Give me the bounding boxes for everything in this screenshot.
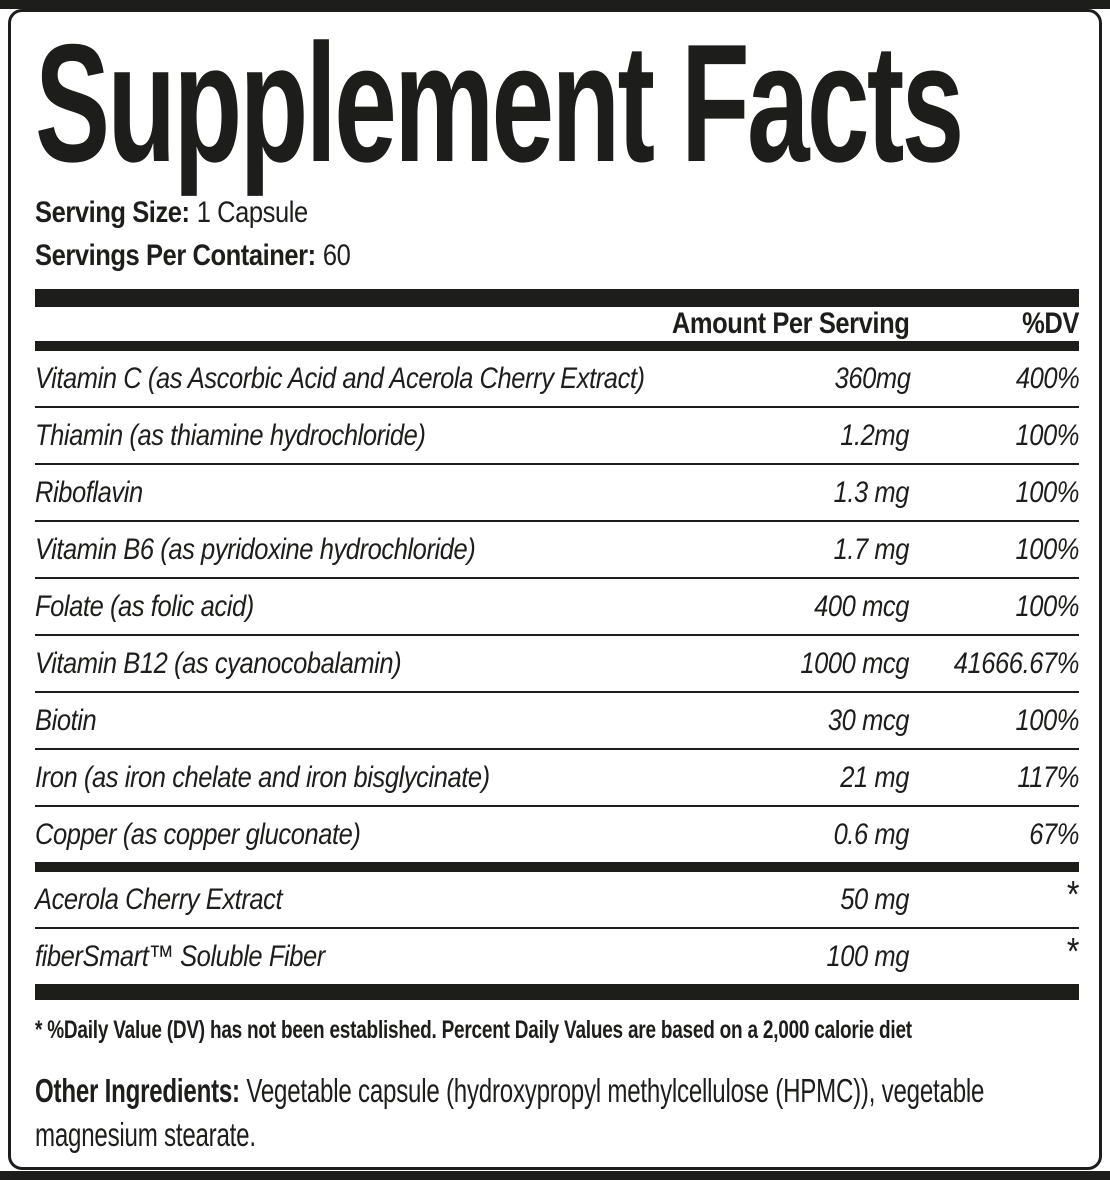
servings-per-container-label: Servings Per Container:: [35, 238, 316, 272]
nutrient-row: Acerola Cherry Extract 50 mg *: [35, 872, 1080, 930]
nutrient-name: Copper (as copper gluconate): [35, 817, 361, 851]
nutrient-amount: 50 mg: [840, 882, 909, 916]
nutrient-table: Vitamin C (as Ascorbic Acid and Acerola …: [35, 351, 1079, 984]
nutrient-row: Iron (as iron chelate and iron bisglycin…: [35, 750, 1079, 808]
nutrient-amount: 100 mg: [826, 939, 909, 973]
section-divider-bar: [35, 862, 1079, 873]
nutrient-amount: 1000 mcg: [800, 646, 909, 680]
other-ingredients-label: Other Ingredients:: [35, 1072, 240, 1110]
panel-title: Supplement Facts: [35, 9, 964, 197]
other-ingredients: Other Ingredients: Vegetable capsule (hy…: [35, 1069, 1072, 1156]
amount-per-serving-header: Amount Per Serving: [671, 307, 910, 341]
nutrient-name: Iron (as iron chelate and iron bisglycin…: [35, 760, 490, 794]
nutrient-name: Vitamin B6 (as pyridoxine hydrochloride): [35, 532, 476, 566]
servings-per-container-value: 60: [322, 238, 351, 272]
nutrient-dv: 100%: [1015, 418, 1079, 452]
serving-size-value: 1 Capsule: [196, 196, 308, 229]
nutrient-row: Thiamin (as thiamine hydrochloride) 1.2mg…: [35, 408, 1079, 466]
nutrient-row: Vitamin B6 (as pyridoxine hydrochloride)…: [35, 522, 1079, 580]
nutrient-row: Riboflavin 1.3 mg 100%: [35, 465, 1079, 523]
nutrient-dv: 100%: [1015, 703, 1079, 737]
nutrient-dv: 400%: [1015, 361, 1079, 395]
nutrient-row: Vitamin C (as Ascorbic Acid and Acerola …: [35, 351, 1079, 409]
nutrient-dv: 100%: [1015, 475, 1079, 509]
nutrient-dv: 100%: [1015, 589, 1079, 623]
top-black-strip: [0, 0, 1110, 9]
percent-dv-header: %DV: [1022, 307, 1079, 341]
nutrient-row: Copper (as copper gluconate) 0.6 mg 67%: [35, 807, 1079, 862]
nutrient-row: Biotin 30 mcg 100%: [35, 693, 1079, 751]
serving-info: Serving Size: 1 Capsule Servings Per Con…: [35, 192, 922, 277]
nutrient-amount: 360mg: [834, 361, 911, 395]
serving-size-label: Serving Size:: [35, 196, 190, 229]
servings-per-container-line: Servings Per Container: 60: [35, 235, 922, 278]
daily-value-footnote: * %Daily Value (DV) has not been establi…: [35, 1016, 912, 1045]
nutrient-amount: 30 mcg: [827, 703, 910, 737]
nutrient-amount: 1.7 mg: [833, 532, 910, 566]
table-header-row: Amount Per Serving %DV: [35, 307, 1080, 341]
nutrient-row: fiberSmart™ Soluble Fiber 100 mg *: [35, 929, 1079, 984]
bottom-black-strip: [0, 1171, 1110, 1180]
nutrient-name: Folate (as folic acid): [35, 589, 254, 623]
nutrient-row: Folate (as folic acid) 400 mcg 100%: [35, 579, 1079, 637]
nutrient-dv: *: [1066, 874, 1080, 917]
nutrient-name: Acerola Cherry Extract: [35, 882, 283, 916]
label-border-box: Supplement Facts Serving Size: 1 Capsule…: [8, 9, 1102, 1170]
nutrient-amount: 1.2mg: [840, 418, 909, 452]
other-ingredients-text: Vegetable capsule (hydroxypropyl methylc…: [35, 1072, 985, 1153]
nutrient-dv: 100%: [1015, 532, 1079, 566]
nutrient-amount: 1.3 mg: [833, 475, 910, 509]
footnote-divider-bar: [35, 984, 1079, 1001]
nutrient-dv: 67%: [1029, 817, 1079, 851]
nutrient-name: Biotin: [35, 703, 97, 737]
serving-size-line: Serving Size: 1 Capsule: [35, 192, 922, 235]
nutrient-name: Vitamin C (as Ascorbic Acid and Acerola …: [35, 361, 645, 395]
nutrient-amount: 400 mcg: [814, 589, 909, 623]
nutrient-name: Riboflavin: [35, 475, 143, 509]
nutrient-dv: 117%: [1017, 760, 1079, 794]
nutrient-amount: 0.6 mg: [833, 817, 910, 851]
nutrient-name: fiberSmart™ Soluble Fiber: [35, 939, 325, 973]
nutrient-dv: 41666.67%: [953, 646, 1080, 680]
nutrient-dv: *: [1066, 931, 1080, 974]
nutrient-amount: 21 mg: [840, 760, 909, 794]
header-divider-bar-thick: [35, 289, 1079, 308]
nutrient-name: Thiamin (as thiamine hydrochloride): [35, 418, 426, 452]
nutrient-row: Vitamin B12 (as cyanocobalamin) 1000 mcg 4…: [35, 636, 1080, 694]
under-header-bar: [35, 341, 1079, 352]
nutrient-name: Vitamin B12 (as cyanocobalamin): [35, 646, 402, 680]
